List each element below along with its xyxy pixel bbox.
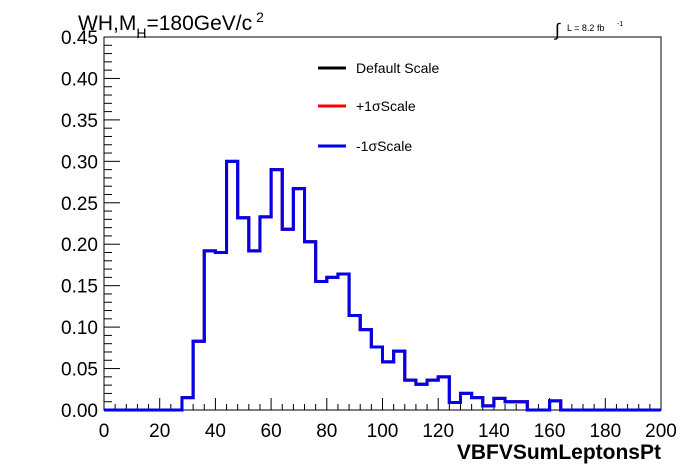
legend-entry-label: Default Scale [356, 60, 439, 76]
y-tick-label: 0.15 [61, 277, 98, 298]
x-axis-ticks: 0 20 40 60 80 100 120 140 160 180 200 [99, 398, 677, 442]
title-main-part: WH,M [78, 12, 136, 35]
luminosity-label: ∫ L = 8.2 fb -1 [553, 20, 623, 40]
x-tick-label: 20 [149, 421, 170, 442]
y-tick-label: 0.35 [61, 111, 98, 132]
integral-symbol: ∫ [553, 20, 561, 40]
x-axis-label: VBFVSumLeptonsPt [457, 441, 661, 464]
legend-entry-label: -1σScale [356, 138, 412, 154]
chart-title: WH,MH=180GeV/c 2 [78, 9, 264, 41]
y-tick-label: 0.25 [61, 194, 98, 215]
series-group [104, 159, 661, 412]
y-tick-label: 0.20 [61, 235, 98, 256]
y-tick-label: 0.05 [61, 360, 98, 381]
x-tick-label: 180 [589, 421, 621, 442]
y-tick-label: 0.30 [61, 152, 98, 173]
x-tick-label: 60 [261, 421, 282, 442]
legend-entry-label: +1σScale [356, 98, 416, 114]
luminosity-text: L = 8.2 fb [567, 23, 604, 33]
series-line-1 [104, 159, 661, 412]
x-tick-label: 0 [99, 421, 110, 442]
x-tick-label: 100 [367, 421, 399, 442]
y-tick-label: 0.40 [61, 69, 98, 90]
y-tick-label: 0.10 [61, 318, 98, 339]
y-tick-label: 0.00 [61, 401, 98, 422]
y-tick-label: 0.45 [61, 28, 98, 49]
title-rest: =180GeV/c [146, 12, 252, 35]
title-superscript: 2 [256, 9, 264, 25]
series-line-2 [104, 159, 661, 412]
y-axis-ticks: 0.00 0.05 0.10 0.15 0.20 0.25 0.30 0.35 0.40 0.45 [61, 28, 120, 422]
title-subscript: H [136, 25, 146, 41]
x-tick-label: 40 [205, 421, 226, 442]
x-tick-label: 120 [422, 421, 454, 442]
x-tick-label: 200 [645, 421, 677, 442]
x-tick-label: 160 [534, 421, 566, 442]
x-tick-label: 80 [316, 421, 337, 442]
series-line-3 [104, 159, 661, 412]
luminosity-superscript: -1 [617, 21, 623, 28]
x-tick-label: 140 [478, 421, 510, 442]
legend: Default Scale +1σScale -1σScale [318, 60, 439, 154]
